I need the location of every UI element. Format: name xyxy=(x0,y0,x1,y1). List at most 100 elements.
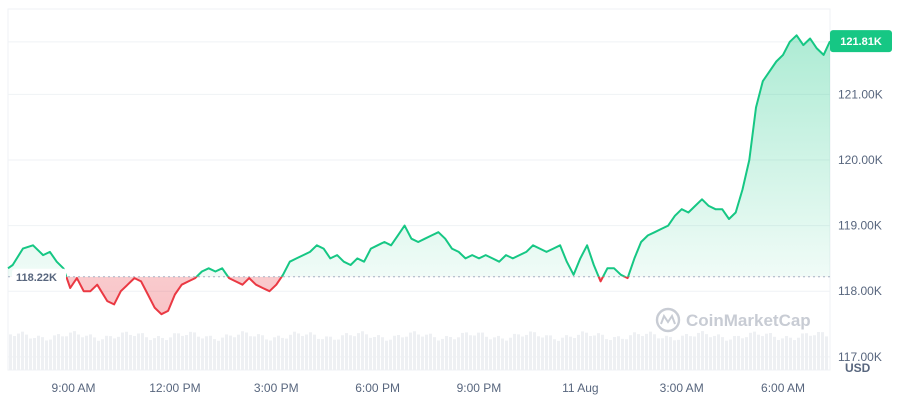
volume-bar xyxy=(657,338,660,370)
volume-bar xyxy=(437,340,440,370)
volume-bar xyxy=(237,334,240,370)
volume-bar xyxy=(681,335,684,370)
volume-bar xyxy=(717,334,720,370)
volume-bar xyxy=(585,332,588,370)
volume-bar xyxy=(309,332,312,370)
volume-bar xyxy=(517,334,520,370)
baseline-label: 118.22K xyxy=(12,268,66,285)
volume-bar xyxy=(581,331,584,370)
volume-bar xyxy=(725,340,728,370)
volume-bar xyxy=(797,337,800,370)
volume-bar xyxy=(313,334,316,370)
volume-bar xyxy=(77,334,80,370)
y-tick-label: 120.00K xyxy=(838,153,883,167)
volume-bar xyxy=(505,340,508,370)
volume-bar xyxy=(81,337,84,370)
y-tick-label: 119.00K xyxy=(838,219,882,233)
volume-bar xyxy=(461,332,464,370)
volume-bar xyxy=(117,336,120,370)
volume-bar xyxy=(301,335,304,370)
volume-bar xyxy=(169,337,172,370)
volume-bar xyxy=(537,336,540,370)
coinmarketcap-logo-mark xyxy=(660,313,676,325)
volume-bar xyxy=(677,339,680,370)
volume-bar xyxy=(433,337,436,370)
volume-bar xyxy=(493,337,496,370)
volume-bar xyxy=(425,334,428,370)
volume-bar xyxy=(137,333,140,370)
volume-bar xyxy=(557,340,560,370)
volume-bar xyxy=(497,335,500,370)
volume-bar xyxy=(389,339,392,370)
volume-bar xyxy=(221,337,224,370)
volume-bar xyxy=(317,338,320,370)
volume-bar xyxy=(177,333,180,370)
volume-bar xyxy=(57,334,60,370)
volume-bar xyxy=(705,334,708,370)
volume-bar xyxy=(769,332,772,370)
baseline-label-text: 118.22K xyxy=(16,272,57,284)
volume-bar xyxy=(381,337,384,370)
volume-bar xyxy=(633,332,636,370)
volume-bar xyxy=(757,334,760,370)
x-tick-label: 3:00 PM xyxy=(254,381,299,395)
volume-bar xyxy=(113,338,116,370)
volume-bar xyxy=(201,338,204,370)
volume-bar xyxy=(337,339,340,370)
volume-bar xyxy=(357,333,360,370)
volume-bar xyxy=(329,336,332,370)
volume-bar xyxy=(297,333,300,370)
volume-bar xyxy=(573,338,576,370)
volume-bar xyxy=(73,331,76,370)
volume-bar xyxy=(785,336,788,370)
volume-bar xyxy=(737,335,740,370)
volume-bar xyxy=(789,337,792,370)
volume-bar xyxy=(701,331,704,370)
volume-bar xyxy=(529,331,532,370)
volume-bar xyxy=(669,336,672,370)
volume-bar xyxy=(369,337,372,370)
volume-bar xyxy=(429,333,432,370)
volume-bar xyxy=(341,335,344,370)
volume-bar xyxy=(13,336,16,370)
y-tick-label: 121.00K xyxy=(838,87,883,101)
volume-bar xyxy=(105,335,108,370)
volume-bar xyxy=(589,335,592,370)
volume-bar xyxy=(9,334,12,370)
volume-bar xyxy=(97,340,100,370)
volume-bars xyxy=(9,331,828,370)
volume-bar xyxy=(181,335,184,370)
volume-bar xyxy=(609,340,612,370)
volume-bar xyxy=(141,333,144,370)
volume-bar xyxy=(721,337,724,370)
volume-bar xyxy=(53,335,56,370)
volume-bar xyxy=(665,335,668,370)
volume-bar xyxy=(689,336,692,370)
volume-bar xyxy=(205,336,208,370)
volume-bar xyxy=(209,335,212,370)
volume-bar xyxy=(153,338,156,370)
y-axis-unit: USD xyxy=(845,361,871,375)
volume-bar xyxy=(197,336,200,370)
volume-bar xyxy=(365,334,368,370)
volume-bar xyxy=(773,336,776,370)
volume-bar xyxy=(361,331,364,370)
volume-bar xyxy=(709,337,712,370)
volume-bar xyxy=(549,335,552,370)
volume-bar xyxy=(477,332,480,370)
volume-bar xyxy=(161,337,164,370)
volume-bar xyxy=(293,331,296,370)
volume-bar xyxy=(269,340,272,370)
x-tick-label: 9:00 AM xyxy=(52,381,96,395)
volume-bar xyxy=(129,334,132,370)
volume-bar xyxy=(545,335,548,370)
area-fill-down xyxy=(66,276,629,315)
volume-bar xyxy=(377,335,380,370)
volume-bar xyxy=(373,337,376,370)
volume-bar xyxy=(613,337,616,370)
volume-bar xyxy=(605,339,608,370)
volume-bar xyxy=(781,338,784,370)
volume-bar xyxy=(561,337,564,370)
x-tick-label: 3:00 AM xyxy=(660,381,704,395)
volume-bar xyxy=(685,333,688,370)
